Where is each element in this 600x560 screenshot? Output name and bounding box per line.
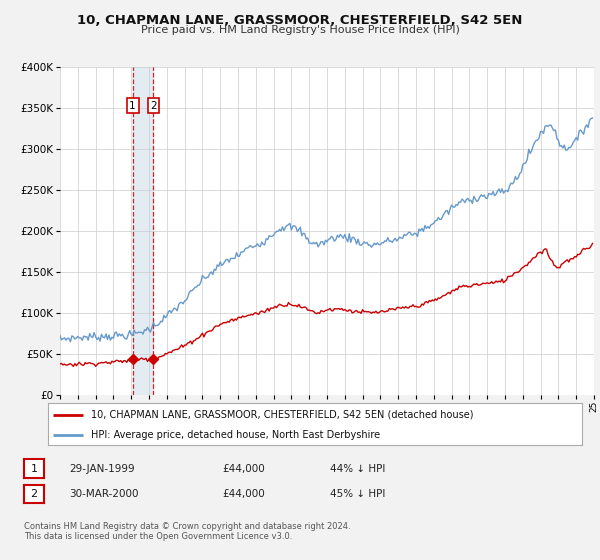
Text: Contains HM Land Registry data © Crown copyright and database right 2024.
This d: Contains HM Land Registry data © Crown c…	[24, 522, 350, 542]
Text: 10, CHAPMAN LANE, GRASSMOOR, CHESTERFIELD, S42 5EN (detached house): 10, CHAPMAN LANE, GRASSMOOR, CHESTERFIEL…	[91, 410, 473, 420]
Text: 45% ↓ HPI: 45% ↓ HPI	[330, 489, 385, 499]
Text: 2: 2	[31, 489, 37, 499]
Text: 2: 2	[150, 101, 157, 111]
Text: 44% ↓ HPI: 44% ↓ HPI	[330, 464, 385, 474]
Text: HPI: Average price, detached house, North East Derbyshire: HPI: Average price, detached house, Nort…	[91, 430, 380, 440]
Bar	[133, 67, 154, 395]
Text: Price paid vs. HM Land Registry's House Price Index (HPI): Price paid vs. HM Land Registry's House …	[140, 25, 460, 35]
Text: 1: 1	[130, 101, 136, 111]
Text: £44,000: £44,000	[222, 464, 265, 474]
Text: 10, CHAPMAN LANE, GRASSMOOR, CHESTERFIELD, S42 5EN: 10, CHAPMAN LANE, GRASSMOOR, CHESTERFIEL…	[77, 14, 523, 27]
Text: 30-MAR-2000: 30-MAR-2000	[69, 489, 139, 499]
Text: 1: 1	[31, 464, 37, 474]
Text: £44,000: £44,000	[222, 489, 265, 499]
Text: 29-JAN-1999: 29-JAN-1999	[69, 464, 134, 474]
